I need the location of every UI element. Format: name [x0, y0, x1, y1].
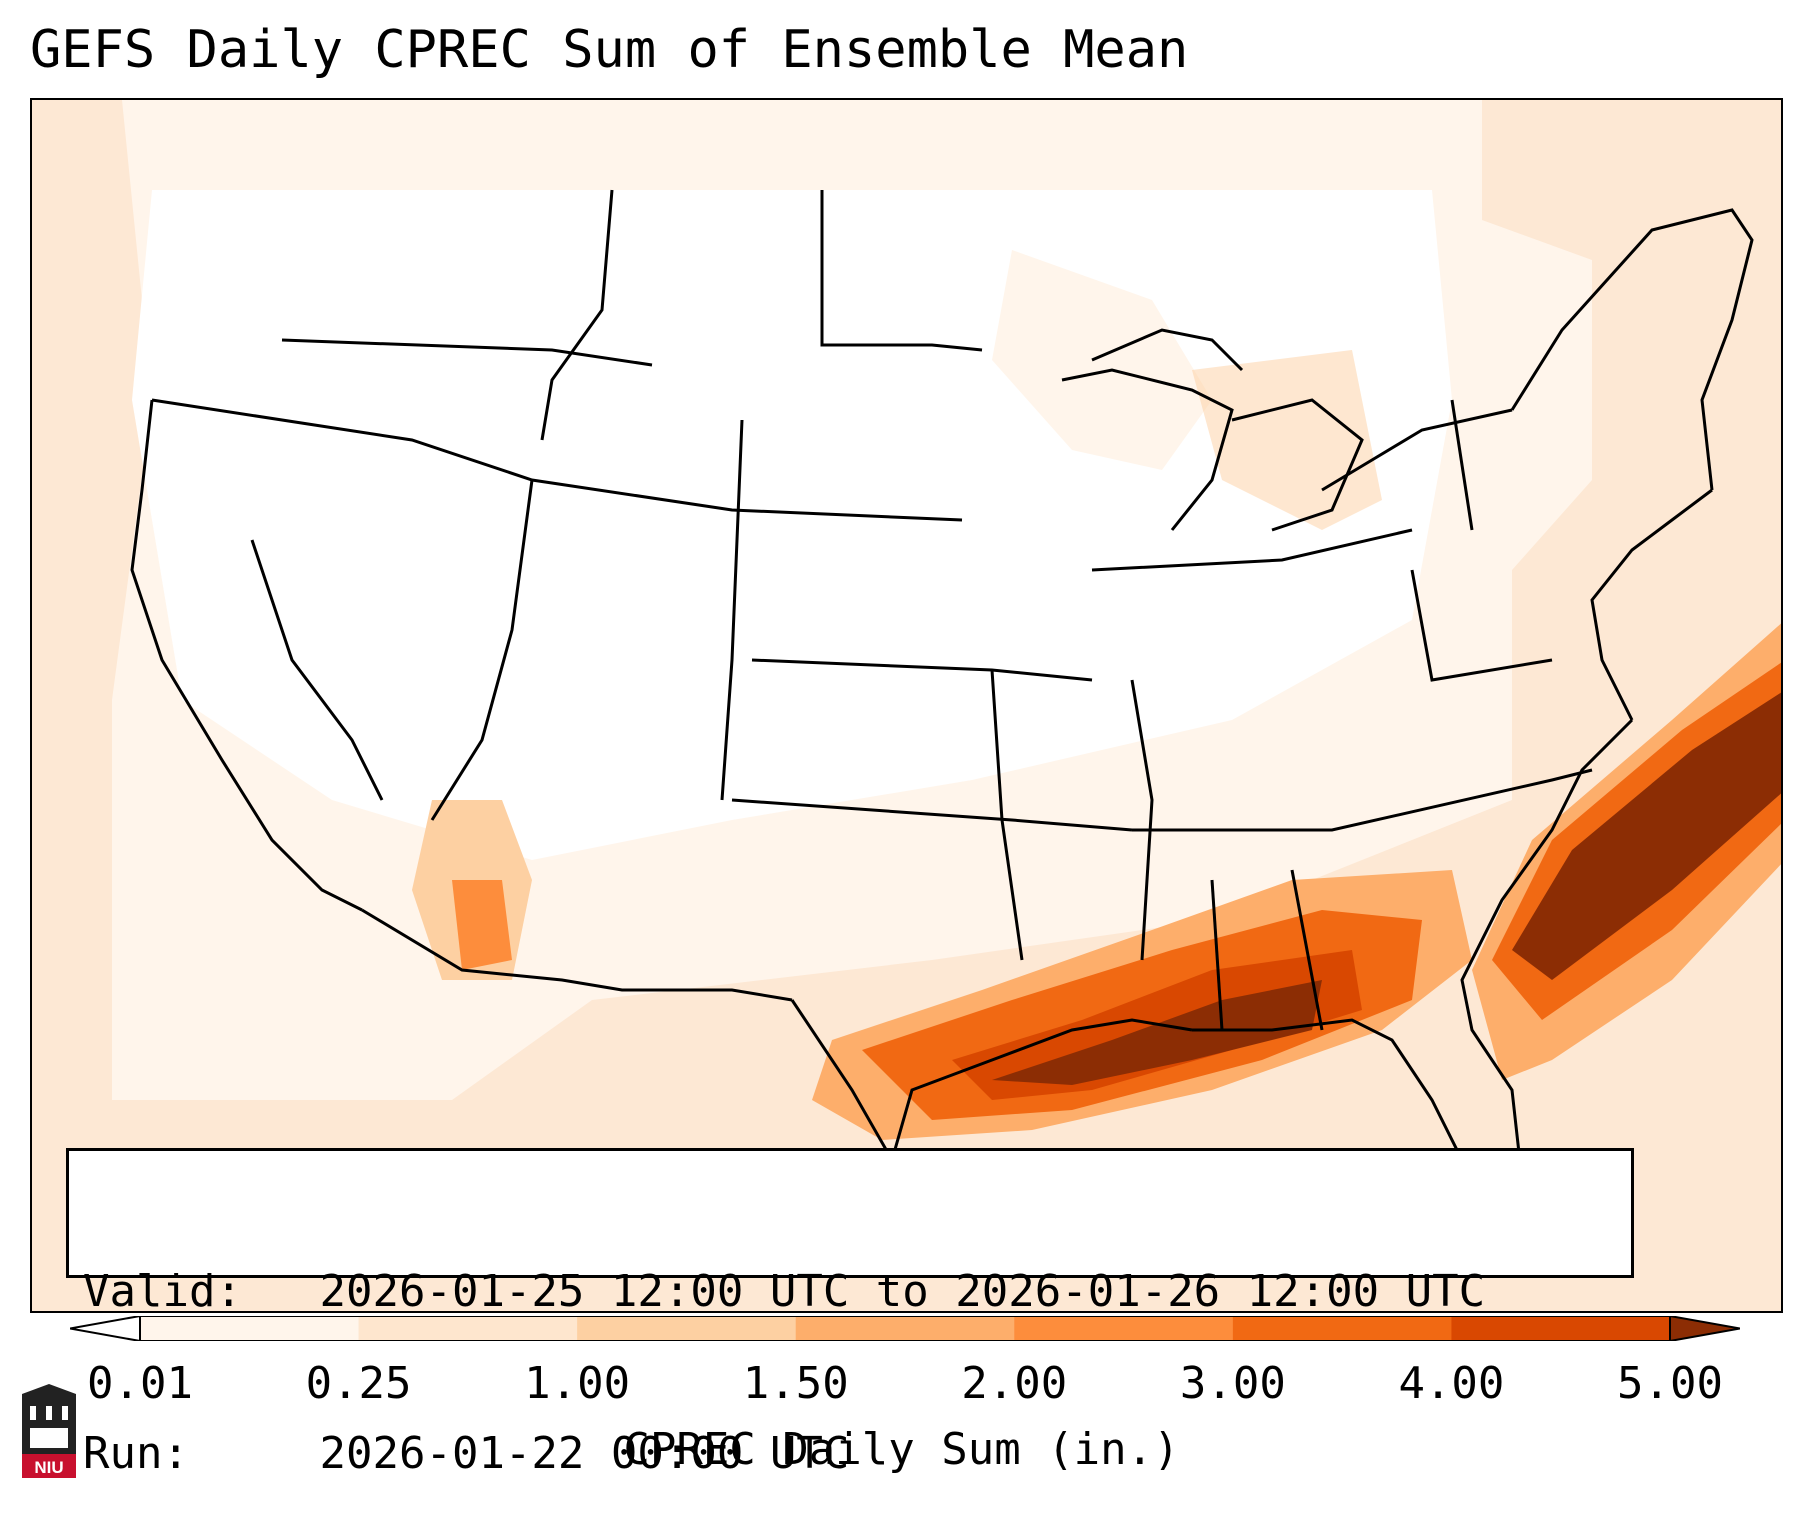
colorbar-tick-labels: 0.01 0.25 1.00 1.50 2.00 3.00 4.00 5.00 [0, 1358, 1803, 1418]
southeast-atlantic-coast [1460, 718, 1634, 1181]
pacific-coast [130, 399, 363, 912]
missouri-arkansas [990, 669, 1024, 961]
texas-gulf-coast [890, 1018, 1193, 1161]
southwest-precip-2 [452, 880, 512, 970]
run-label: Run: [83, 1428, 189, 1479]
us-mexico-border-west [361, 908, 793, 1002]
state-borders [130, 189, 1754, 1223]
colorbar-tick-label: 2.00 [961, 1358, 1068, 1409]
colorbar [70, 1316, 1740, 1341]
tennessee-border [1132, 768, 1593, 832]
colorbar-outline [139, 1316, 1671, 1341]
ohio-valley-border [1091, 528, 1413, 572]
run-line: Run: 2026-01-22 00:00 UTC [83, 1427, 1617, 1481]
utah-border [430, 479, 534, 821]
logo-red-band [22, 1454, 76, 1478]
valid-line: Valid: 2026-01-25 12:00 UTC to 2026-01-2… [83, 1265, 1617, 1319]
colorbar-segments [140, 1316, 1671, 1341]
mississippi-river [1130, 679, 1154, 961]
colorbar-tick-label: 5.00 [1617, 1358, 1723, 1409]
mid-atlantic-coast [1590, 488, 1713, 721]
valid-time-box: Valid: 2026-01-25 12:00 UTC to 2026-01-2… [66, 1148, 1634, 1479]
pennsylvania-border [1410, 569, 1553, 682]
colorbar-extend-high [1669, 1316, 1740, 1341]
colorbar-tick-label: 1.00 [524, 1358, 631, 1409]
colorbar-tick-label: 1.50 [742, 1358, 849, 1409]
dakota-border [820, 190, 983, 352]
us-mexico-border-tx [790, 999, 894, 1161]
idaho-border [540, 189, 614, 441]
lake-michigan-outline [1061, 368, 1234, 531]
nevada-border [250, 539, 384, 801]
valid-label: Valid: [83, 1266, 242, 1317]
new-york-border [1450, 399, 1474, 531]
valid-value: 2026-01-25 12:00 UTC to 2026-01-26 12:00… [319, 1266, 1486, 1317]
colorbar-tick-label: 0.25 [305, 1358, 412, 1409]
run-value: 2026-01-22 00:00 UTC [319, 1428, 850, 1479]
lake-huron-outline [1231, 398, 1364, 532]
colorbar-segment [795, 1316, 1015, 1341]
precipitation-map [30, 98, 1783, 1313]
atlantic-heavy-core [1512, 692, 1781, 980]
new-england-coast [1510, 208, 1754, 491]
wyoming-colorado [720, 419, 744, 801]
georgia-border [1290, 869, 1324, 1031]
colorbar-tick-label: 0.01 [87, 1358, 193, 1409]
colorbar-segment [140, 1316, 360, 1341]
lakes-light-band [1192, 350, 1382, 530]
colorbar-segment [1451, 1316, 1671, 1341]
colorbar-tick-label: 3.00 [1179, 1358, 1286, 1409]
niu-logo: NIU [22, 1384, 76, 1478]
colorbar-segment [577, 1316, 797, 1341]
colorbar-extend-low [70, 1316, 141, 1341]
colorbar-segment [1232, 1316, 1452, 1341]
gulf-heavy-core [992, 980, 1322, 1085]
map-title: GEFS Daily CPREC Sum of Ensemble Mean [30, 20, 1189, 80]
colorbar-segment [358, 1316, 578, 1341]
colorbar-title: CPREC Daily Sum (in.) [623, 1424, 1180, 1475]
alabama-border [1210, 879, 1224, 1031]
great-lakes-precip [992, 250, 1212, 470]
colorbar-tick-label: 4.00 [1398, 1358, 1505, 1409]
map-canvas [32, 100, 1781, 1311]
colorbar-segment [1014, 1316, 1234, 1341]
precip-shading [32, 100, 1781, 1311]
lake-superior-outline [1091, 328, 1244, 372]
oklahoma-border [731, 798, 1133, 832]
oregon-border [281, 338, 653, 367]
logo-text: NIU [34, 1458, 63, 1477]
